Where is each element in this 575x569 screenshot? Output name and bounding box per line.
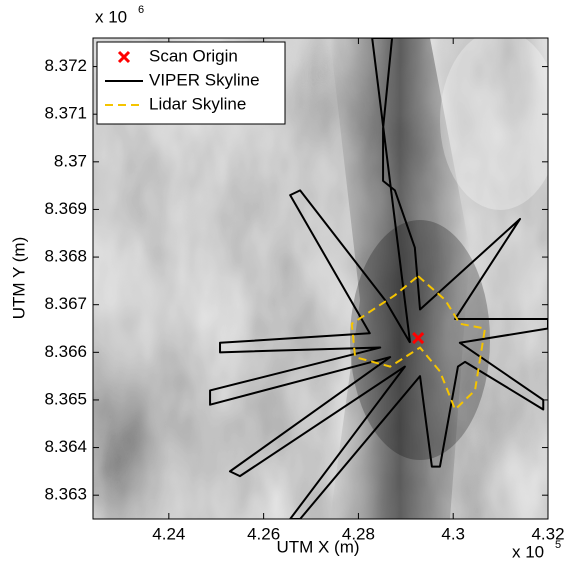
y-tick-label: 8.372 (44, 56, 87, 75)
x-tick-label: 4.32 (531, 524, 564, 543)
legend-label: Scan Origin (149, 46, 238, 65)
y-tick-label: 8.368 (44, 247, 87, 266)
y-tick-label: 8.371 (44, 104, 87, 123)
chart: UTM X (m) UTM Y (m) x 10 5 x 10 6 Scan O… (0, 0, 575, 564)
x-tick-label: 4.24 (152, 524, 185, 543)
x-multiplier: x 10 (512, 542, 544, 561)
y-tick-label: 8.369 (44, 199, 87, 218)
x-tick-label: 4.3 (441, 524, 465, 543)
x-tick-label: 4.26 (247, 524, 280, 543)
y-tick-label: 8.365 (44, 389, 87, 408)
y-tick-label: 8.364 (44, 437, 87, 456)
y-tick-label: 8.366 (44, 342, 87, 361)
y-tick-label: 8.363 (44, 485, 87, 504)
y-tick-label: 8.37 (54, 151, 87, 170)
legend: Scan Origin VIPER Skyline Lidar Skyline (97, 42, 285, 124)
legend-label: VIPER Skyline (149, 70, 260, 89)
x-tick-label: 4.28 (342, 524, 375, 543)
y-axis-label: UTM Y (m) (9, 237, 28, 319)
y-multiplier: x 10 (95, 7, 127, 26)
y-tick-label: 8.367 (44, 294, 87, 313)
y-multiplier-exponent: 6 (138, 4, 144, 16)
legend-label: Lidar Skyline (149, 94, 246, 113)
